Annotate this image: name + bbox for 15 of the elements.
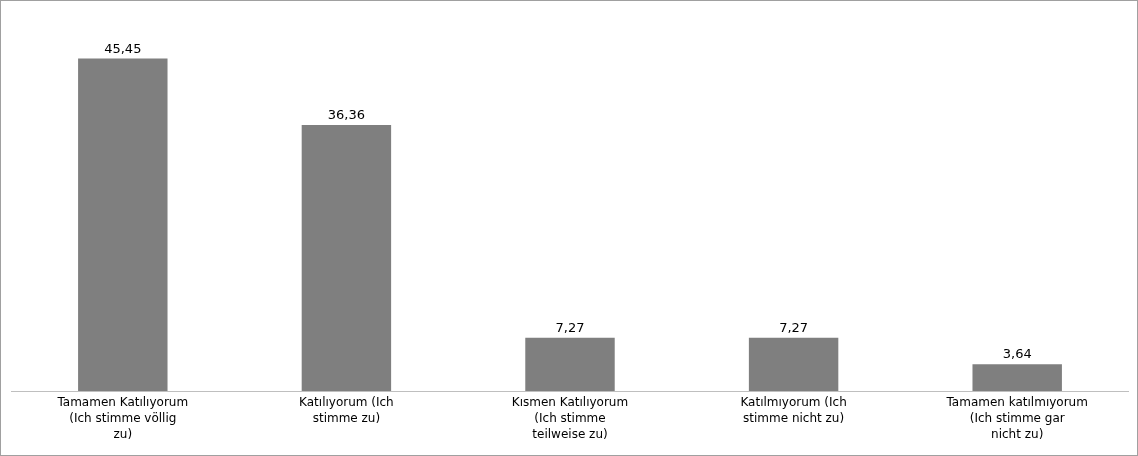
x-tick-label: Tamamen katılmıyorum (Ich stimme gar nicht zu) xyxy=(945,395,1088,441)
x-tick-label: Katılmıyorum (Ich stimme nicht zu) xyxy=(740,395,847,425)
data-label: 45,45 xyxy=(104,40,142,56)
bar xyxy=(525,337,615,391)
bar xyxy=(748,337,839,391)
data-label: 7,27 xyxy=(779,319,809,335)
x-tick-label: Katılıyorum (Ich stimme zu) xyxy=(299,395,394,425)
data-label: 7,27 xyxy=(555,319,585,335)
x-tick-label: Tamamen Katılıyorum (Ich stimme völlig zu) xyxy=(56,395,189,441)
data-label: 36,36 xyxy=(327,107,366,122)
data-label: 3,64 xyxy=(1002,346,1032,362)
bar xyxy=(78,58,168,391)
bar xyxy=(972,364,1062,391)
bar xyxy=(301,125,392,391)
x-tick-label: Kısmen Katılıyorum (Ich stimme teilweise zu) xyxy=(511,395,629,441)
